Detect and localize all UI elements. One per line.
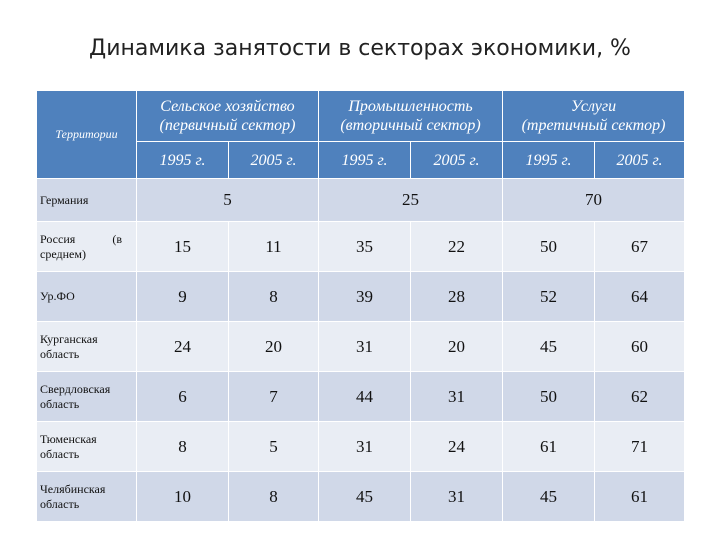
- row-name: Тюменская область: [36, 421, 137, 472]
- row-name: Германия: [36, 178, 137, 222]
- year-header: 2005 г.: [228, 141, 319, 179]
- table-row: Курганская область 24 20 31 20 45 60: [36, 321, 686, 372]
- row-name-line: область: [40, 346, 80, 361]
- page-title: Динамика занятости в секторах экономики,…: [89, 36, 631, 61]
- row-name: Свердловская область: [36, 371, 137, 422]
- sector-type: (третичный сектор): [521, 117, 666, 134]
- sector-name: Сельское хозяйство: [160, 98, 295, 115]
- cell-value: 62: [594, 371, 686, 422]
- table-row: Челябинская область 10 8 45 31 45 61: [36, 471, 686, 522]
- row-name-line: Свердловская: [40, 381, 111, 396]
- cell-value: 61: [502, 421, 596, 472]
- cell-value: 20: [228, 321, 319, 372]
- year-header: 1995 г.: [136, 141, 229, 179]
- cell-value: 44: [318, 371, 411, 422]
- row-name-part: среднем): [40, 246, 86, 261]
- year-header: 1995 г.: [502, 141, 596, 179]
- cell-value: 31: [409, 471, 504, 522]
- year-header: 2005 г.: [409, 141, 504, 179]
- cell-value: 22: [409, 221, 504, 272]
- year-header: 2005 г.: [594, 141, 686, 179]
- cell-value: 15: [136, 221, 229, 272]
- row-name-line: область: [40, 396, 80, 411]
- cell-value: 60: [594, 321, 686, 372]
- row-name-line: область: [40, 446, 80, 461]
- cell-value: 50: [502, 371, 596, 422]
- cell-value: 71: [594, 421, 686, 472]
- row-name: Челябинская область: [36, 471, 137, 522]
- cell-value: 61: [594, 471, 686, 522]
- cell-value: 5: [136, 178, 319, 222]
- row-name-part: (в: [112, 231, 122, 246]
- sector-name: Промышленность: [348, 98, 473, 115]
- cell-value: 45: [318, 471, 411, 522]
- row-name-part: Россия: [40, 231, 76, 246]
- year-header: 1995 г.: [318, 141, 411, 179]
- sector-header-secondary: Промышленность (вторичный сектор): [317, 90, 504, 142]
- cell-value: 45: [502, 321, 596, 372]
- row-name-line: Курганская: [40, 331, 98, 346]
- employment-table: Территории Сельское хозяйство (первичный…: [36, 90, 686, 522]
- sector-type: (вторичный сектор): [340, 117, 481, 134]
- cell-value: 64: [594, 271, 686, 322]
- cell-value: 24: [136, 321, 229, 372]
- sector-name: Услуги: [570, 98, 617, 115]
- sector-type: (первичный сектор): [159, 117, 296, 134]
- cell-value: 8: [228, 271, 319, 322]
- sector-header-primary: Сельское хозяйство (первичный сектор): [136, 90, 319, 142]
- cell-value: 9: [136, 271, 229, 322]
- row-name: Курганская область: [36, 321, 137, 372]
- cell-value: 31: [318, 321, 411, 372]
- sector-header-tertiary: Услуги (третичный сектор): [502, 90, 686, 142]
- cell-value: 8: [228, 471, 319, 522]
- cell-value: 20: [409, 321, 504, 372]
- cell-value: 67: [594, 221, 686, 272]
- cell-value: 28: [409, 271, 504, 322]
- row-name-line: Тюменская: [40, 431, 97, 446]
- row-name-line: область: [40, 496, 80, 511]
- cell-value: 31: [409, 371, 504, 422]
- cell-value: 11: [228, 221, 319, 272]
- cell-value: 5: [228, 421, 319, 472]
- cell-value: 31: [318, 421, 411, 472]
- cell-value: 39: [318, 271, 411, 322]
- cell-value: 52: [502, 271, 596, 322]
- cell-value: 8: [136, 421, 229, 472]
- table-row: Ур.ФО 9 8 39 28 52 64: [36, 271, 686, 322]
- cell-value: 25: [317, 178, 504, 222]
- cell-value: 10: [136, 471, 229, 522]
- cell-value: 24: [409, 421, 504, 472]
- row-name: Ур.ФО: [36, 271, 137, 322]
- cell-value: 7: [228, 371, 319, 422]
- territory-header: Территории: [36, 90, 137, 179]
- table-row: Свердловская область 6 7 44 31 50 62: [36, 371, 686, 422]
- cell-value: 70: [502, 178, 686, 222]
- cell-value: 50: [502, 221, 596, 272]
- table-row: Тюменская область 8 5 31 24 61 71: [36, 421, 686, 472]
- row-name-line: Челябинская: [40, 481, 106, 496]
- cell-value: 35: [318, 221, 411, 272]
- cell-value: 45: [502, 471, 596, 522]
- table-row-germany: Германия 5 25 70: [36, 178, 686, 222]
- table-row: Россия (в среднем) 15 11 35 22 50 67: [36, 221, 686, 272]
- cell-value: 6: [136, 371, 229, 422]
- row-name: Россия (в среднем): [36, 221, 137, 272]
